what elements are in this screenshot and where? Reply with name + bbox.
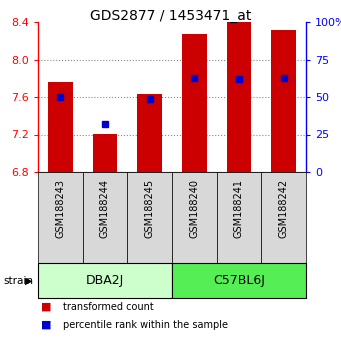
Text: ■: ■ (41, 302, 51, 312)
Bar (172, 263, 306, 298)
Bar (83, 172, 127, 263)
Bar (38, 172, 83, 263)
Bar (172, 172, 217, 263)
Text: percentile rank within the sample: percentile rank within the sample (63, 320, 228, 330)
Text: GSM188243: GSM188243 (55, 179, 65, 238)
Text: C57BL6J: C57BL6J (213, 274, 265, 287)
Text: GSM188241: GSM188241 (234, 179, 244, 238)
Bar (93, 135, 117, 172)
Text: GDS2877 / 1453471_at: GDS2877 / 1453471_at (90, 9, 251, 23)
Bar (38, 263, 172, 298)
Text: ▶: ▶ (25, 275, 33, 285)
Bar (271, 29, 296, 172)
Text: ■: ■ (41, 320, 51, 330)
Bar (48, 82, 73, 172)
Text: GSM188242: GSM188242 (279, 179, 289, 238)
Bar (217, 172, 261, 263)
Text: strain: strain (3, 275, 33, 285)
Text: GSM188245: GSM188245 (145, 179, 155, 238)
Bar (127, 172, 172, 263)
Bar (182, 34, 207, 172)
Text: GSM188240: GSM188240 (189, 179, 199, 238)
Bar (261, 172, 306, 263)
Bar (227, 22, 251, 172)
Bar (137, 94, 162, 172)
Text: GSM188244: GSM188244 (100, 179, 110, 238)
Text: transformed count: transformed count (63, 302, 154, 312)
Text: DBA2J: DBA2J (86, 274, 124, 287)
